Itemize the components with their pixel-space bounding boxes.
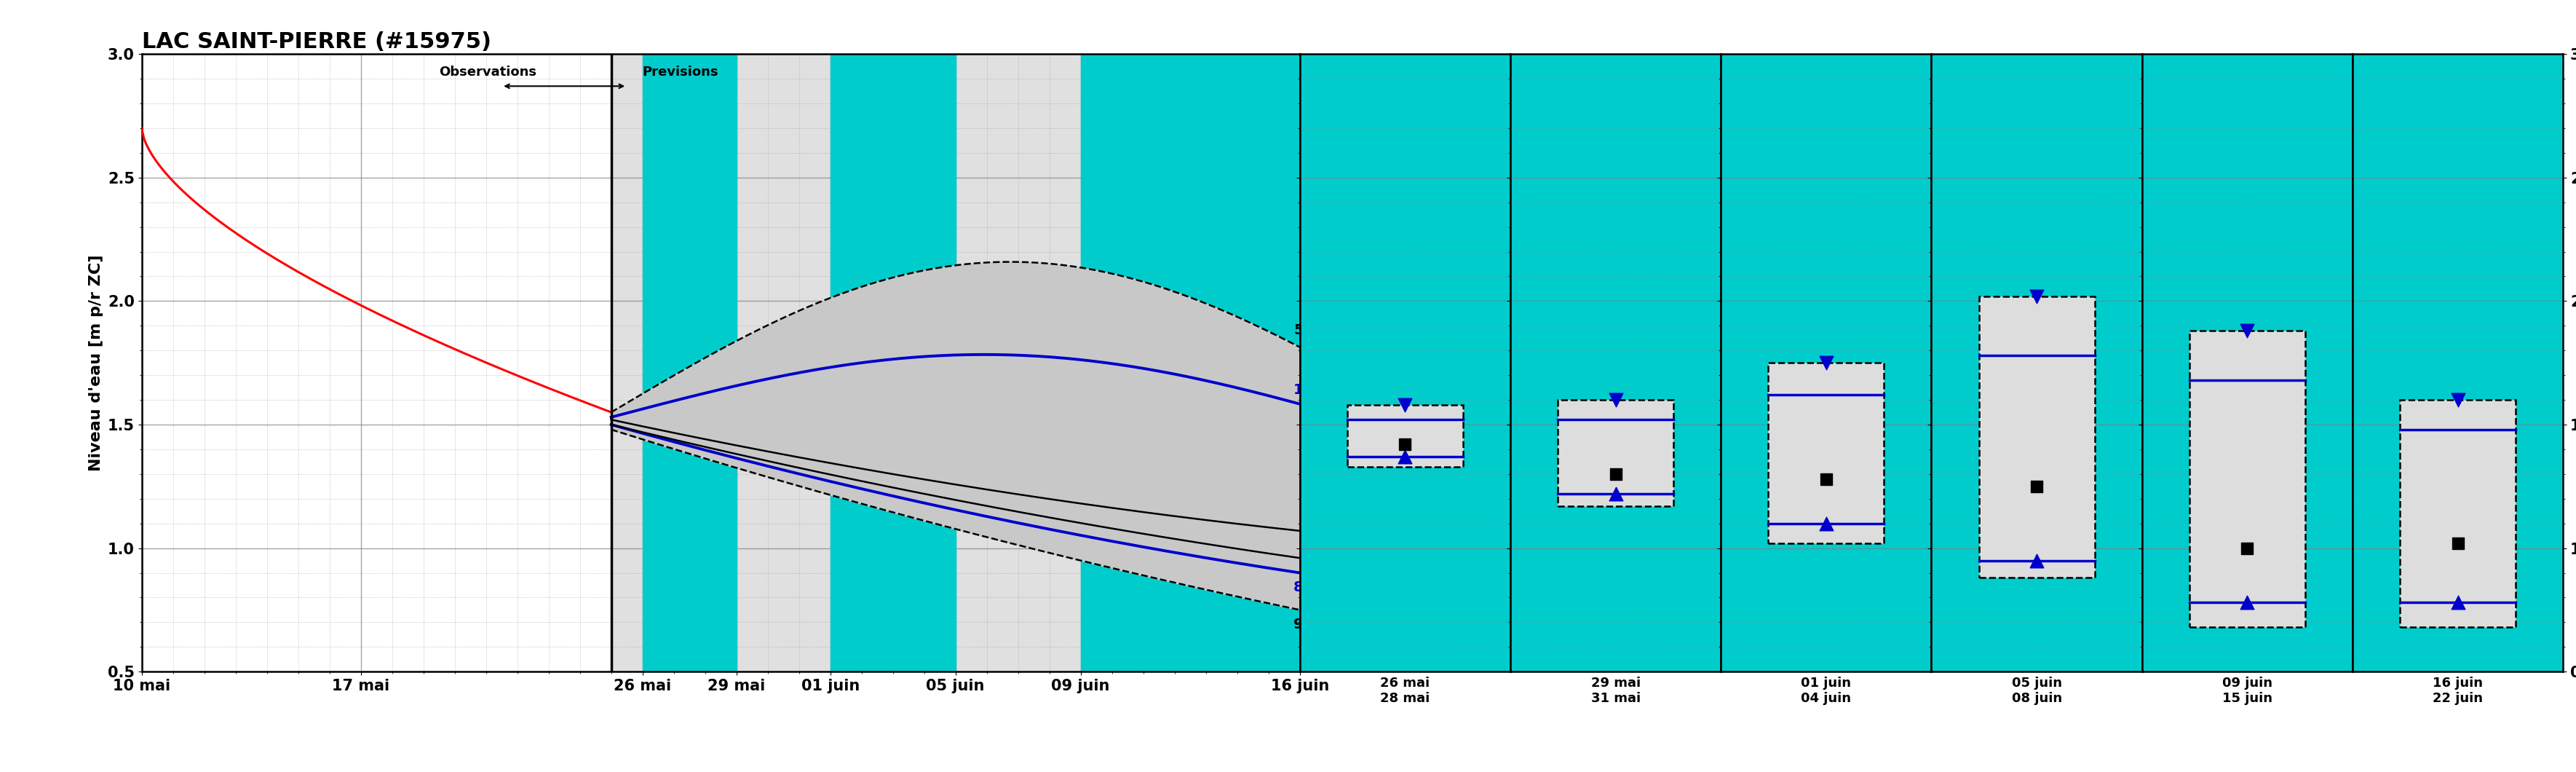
Text: Previsions: Previsions (641, 66, 719, 79)
X-axis label: 09 juin
15 juin: 09 juin 15 juin (2223, 677, 2272, 705)
Bar (1347, 405, 1463, 466)
Bar (829, 54, 956, 672)
Bar (611, 54, 1301, 672)
X-axis label: 16 juin
22 juin: 16 juin 22 juin (2432, 677, 2483, 705)
X-axis label: 05 juin
08 juin: 05 juin 08 juin (2012, 677, 2061, 705)
Point (2017, 554, 2058, 567)
Bar (641, 54, 737, 672)
Bar (1082, 54, 1301, 672)
Point (1806, 517, 1847, 530)
Point (1383, 438, 1425, 451)
Point (1595, 468, 1636, 480)
Bar (2401, 400, 2517, 627)
Text: 5%: 5% (1293, 323, 1316, 337)
Point (2226, 596, 2267, 608)
Point (1595, 488, 1636, 500)
Point (2437, 537, 2478, 550)
Point (1383, 451, 1425, 463)
Text: 95%: 95% (1293, 618, 1327, 631)
Bar (1767, 363, 1883, 543)
Text: LAC SAINT-PIERRE (#15975): LAC SAINT-PIERRE (#15975) (142, 31, 492, 52)
Point (2226, 542, 2267, 554)
Bar (1558, 400, 1674, 506)
Point (2017, 480, 2058, 493)
Text: Observations: Observations (438, 66, 536, 79)
Point (1806, 357, 1847, 369)
Text: 15%: 15% (1293, 383, 1327, 397)
Point (2437, 394, 2478, 406)
X-axis label: 26 mai
28 mai: 26 mai 28 mai (1381, 677, 1430, 705)
X-axis label: 01 juin
04 juin: 01 juin 04 juin (1801, 677, 1852, 705)
Point (2017, 290, 2058, 303)
Point (1595, 394, 1636, 406)
Y-axis label: Niveau d'eau [m p/r ZC]: Niveau d'eau [m p/r ZC] (90, 255, 103, 471)
Bar (1978, 296, 2094, 577)
Point (2226, 324, 2267, 337)
Text: 85%: 85% (1293, 581, 1327, 594)
Point (1806, 472, 1847, 485)
X-axis label: 29 mai
31 mai: 29 mai 31 mai (1592, 677, 1641, 705)
Point (1383, 398, 1425, 411)
Bar (2190, 330, 2306, 627)
Point (2437, 596, 2478, 608)
